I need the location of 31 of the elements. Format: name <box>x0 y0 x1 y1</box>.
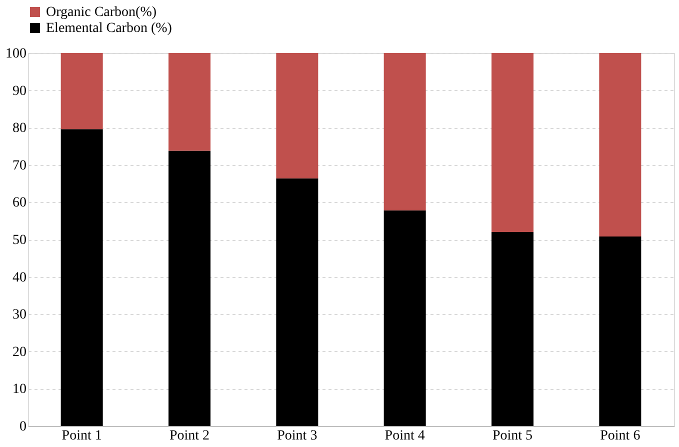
y-tick-label: 70 <box>12 158 26 174</box>
bar <box>384 53 426 210</box>
x-tick-label: Point 2 <box>169 428 210 444</box>
y-tick-label: 90 <box>12 84 26 99</box>
bar <box>276 178 318 426</box>
bar <box>599 53 642 237</box>
bar <box>168 150 210 426</box>
x-tick-label: Point 4 <box>384 428 425 444</box>
bar <box>276 53 318 178</box>
y-tick-label: 80 <box>12 121 26 136</box>
bar <box>60 129 103 426</box>
y-tick-label: 30 <box>12 308 26 323</box>
x-tick-label: Point 5 <box>492 428 533 444</box>
bar <box>60 53 103 130</box>
x-tick-label: Point 1 <box>62 428 102 444</box>
x-tick-label: Point 6 <box>600 428 640 444</box>
legend-label: Organic Carbon(%) <box>46 5 157 20</box>
legend-label: Elemental Carbon (%) <box>46 21 172 36</box>
y-tick-label: 20 <box>12 344 26 360</box>
y-tick-label: 100 <box>6 46 26 62</box>
y-tick-label: 60 <box>12 196 26 211</box>
bar <box>384 210 426 426</box>
bar <box>168 53 210 151</box>
y-tick-label: 50 <box>12 233 26 248</box>
x-tick-label: Point 3 <box>277 428 318 444</box>
y-tick-label: 40 <box>12 270 26 286</box>
bar <box>599 236 642 426</box>
y-tick-label: 0 <box>20 420 26 434</box>
bar <box>492 53 534 232</box>
y-tick-label: 10 <box>12 382 26 398</box>
bar <box>492 232 534 426</box>
